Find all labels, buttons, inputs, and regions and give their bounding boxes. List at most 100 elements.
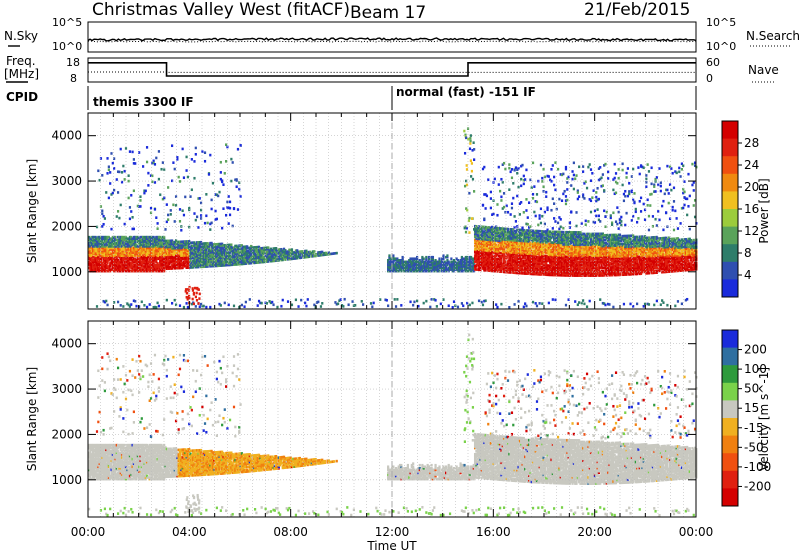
- range-gate-cell: [103, 246, 107, 250]
- range-gate-cell: [217, 258, 220, 261]
- range-gate-cell: [446, 254, 449, 257]
- range-gate-cell: [209, 255, 212, 259]
- range-gate-cell: [201, 250, 204, 253]
- range-gate-cell: [289, 248, 292, 252]
- range-gate-cell: [232, 250, 236, 254]
- range-gate-cell: [181, 246, 184, 250]
- range-gate-cell: [103, 268, 107, 271]
- range-gate-cell: [243, 247, 246, 250]
- range-gate-cell: [227, 251, 230, 254]
- range-gate-cell: [167, 242, 170, 246]
- range-gate-cell: [119, 260, 122, 264]
- range-gate-cell: [211, 264, 215, 268]
- range-gate-cell: [261, 246, 265, 250]
- range-gate-cell: [538, 302, 541, 305]
- range-gate-cell: [107, 254, 110, 257]
- range-gate-cell: [227, 263, 230, 267]
- range-gate-cell: [156, 249, 159, 253]
- range-gate-cell: [234, 247, 237, 251]
- range-gate-cell: [211, 257, 215, 260]
- range-gate-cell: [190, 252, 193, 255]
- range-gate-cell: [263, 259, 266, 262]
- range-gate-cell: [203, 151, 207, 155]
- range-gate-cell: [89, 262, 92, 265]
- range-gate-cell: [94, 235, 97, 239]
- range-gate-cell: [98, 260, 101, 264]
- range-gate-cell: [400, 258, 403, 262]
- range-gate-cell: [268, 249, 271, 252]
- range-gate-cell: [144, 255, 147, 259]
- range-gate-cell: [90, 254, 93, 257]
- range-gate-cell: [282, 256, 286, 260]
- range-gate-cell: [111, 242, 114, 245]
- range-gate-cell: [276, 249, 279, 253]
- range-gate-cell: [257, 245, 261, 249]
- range-gate-cell: [157, 304, 161, 308]
- range-gate-cell: [272, 250, 275, 253]
- range-gate-cell: [502, 192, 506, 195]
- range-gate-cell: [215, 263, 218, 266]
- range-gate-cell: [114, 237, 117, 241]
- range-gate-cell: [163, 238, 166, 242]
- range-gate-cell: [163, 248, 166, 251]
- range-gate-cell: [95, 251, 99, 254]
- range-gate-cell: [145, 235, 149, 239]
- range-gate-cell: [400, 268, 403, 271]
- range-gate-cell: [127, 260, 130, 264]
- range-gate-cell: [434, 298, 437, 302]
- range-gate-cell: [138, 246, 141, 250]
- range-gate-cell: [387, 263, 390, 267]
- range-gate-cell: [398, 268, 402, 271]
- range-gate-cell: [165, 258, 168, 261]
- range-gate-cell: [408, 265, 411, 268]
- range-gate-cell: [211, 244, 215, 248]
- range-gate-cell: [243, 254, 246, 258]
- range-gate-cell: [168, 250, 171, 253]
- range-gate-cell: [305, 255, 308, 259]
- range-gate-cell: [156, 266, 159, 270]
- range-gate-cell: [389, 262, 392, 265]
- range-gate-cell: [243, 260, 246, 264]
- range-gate-cell: [123, 260, 126, 264]
- range-gate-cell: [412, 269, 415, 273]
- range-gate-cell: [151, 161, 154, 165]
- range-gate-cell: [409, 268, 412, 271]
- range-gate-cell: [131, 227, 134, 231]
- range-gate-cell: [202, 259, 205, 262]
- range-gate-cell: [88, 266, 91, 270]
- range-gate-cell: [236, 147, 240, 151]
- range-gate-cell: [98, 268, 101, 271]
- range-gate-cell: [90, 243, 93, 247]
- range-gate-cell: [275, 247, 278, 250]
- range-gate-cell: [184, 246, 187, 250]
- nsky-tick-bottom: 10^0: [52, 40, 82, 53]
- range-gate-cell: [244, 300, 247, 304]
- range-gate-cell: [143, 303, 146, 307]
- range-gate-cell: [173, 253, 176, 256]
- range-gate-cell: [267, 250, 270, 254]
- nsky-label: N.Sky: [4, 29, 38, 43]
- range-gate-cell: [142, 269, 145, 273]
- range-gate-cell: [110, 262, 113, 265]
- range-gate-cell: [140, 246, 143, 250]
- range-gate-cell: [257, 250, 261, 253]
- range-gate-cell: [263, 248, 266, 251]
- range-gate-cell: [186, 255, 189, 259]
- range-gate-cell: [410, 257, 413, 261]
- range-gate-cell: [151, 258, 154, 262]
- range-gate-cell: [172, 257, 175, 261]
- range-gate-cell: [167, 239, 170, 243]
- range-gate-cell: [209, 305, 212, 309]
- range-gate-cell: [321, 250, 324, 254]
- range-gate-cell: [176, 246, 179, 250]
- range-gate-cell: [181, 147, 184, 151]
- range-gate-cell: [439, 302, 442, 306]
- range-gate-cell: [105, 238, 108, 242]
- range-gate-cell: [392, 257, 395, 261]
- range-gate-cell: [210, 198, 213, 202]
- range-gate-cell: [167, 248, 170, 252]
- range-gate-cell: [290, 257, 294, 261]
- range-gate-cell: [267, 246, 270, 249]
- range-gate-cell: [122, 238, 125, 242]
- range-gate-cell: [169, 261, 172, 264]
